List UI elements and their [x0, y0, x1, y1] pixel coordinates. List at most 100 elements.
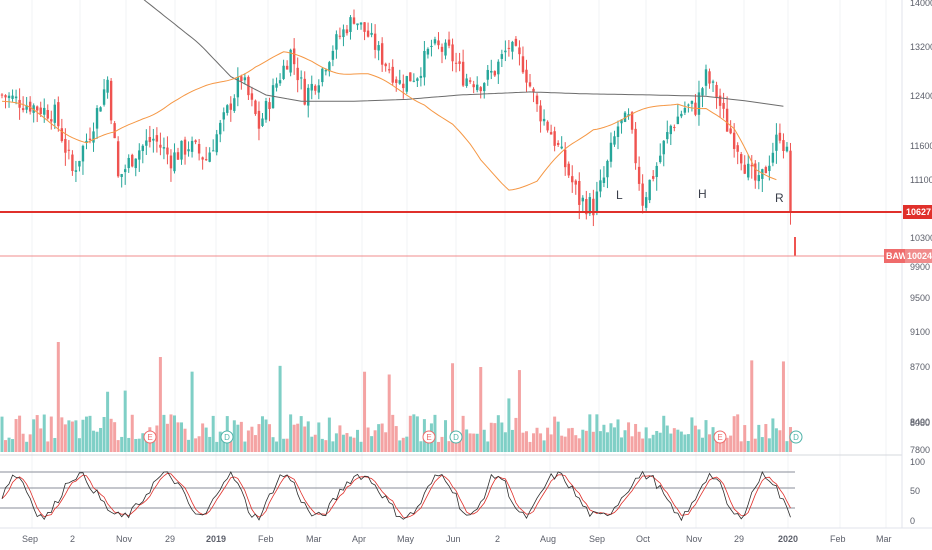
candle-body: [296, 67, 299, 81]
candle-body: [690, 100, 694, 104]
time-tick: 29: [165, 534, 175, 544]
volume-bar: [440, 436, 444, 452]
candle-body: [180, 140, 183, 160]
volume-bar: [49, 416, 53, 452]
event-marker-dividend[interactable]: D: [789, 430, 803, 444]
volume-bar: [658, 432, 662, 452]
volume-bar: [577, 438, 581, 452]
candle-body: [606, 160, 609, 178]
volume-bar: [503, 432, 507, 452]
volume-bar: [665, 425, 669, 452]
candle-body: [468, 80, 472, 82]
candle-body: [88, 138, 92, 140]
svg-text:10627: 10627: [906, 207, 931, 217]
volume-bar: [39, 428, 43, 452]
volume-bar: [218, 431, 222, 452]
candle-body: [321, 68, 324, 83]
candle-body: [655, 165, 658, 178]
candle-body: [106, 79, 109, 93]
volume-bar: [306, 421, 310, 452]
candle-body: [757, 175, 760, 182]
candle-body: [222, 112, 225, 120]
volume-bar: [299, 416, 303, 452]
candle-body: [680, 113, 683, 117]
volume-bar: [451, 363, 455, 452]
volume-bar: [535, 427, 539, 452]
candle-body: [571, 176, 574, 183]
time-tick: Feb: [258, 534, 274, 544]
candle-body: [145, 140, 148, 146]
candle-body: [116, 141, 120, 177]
candle-body: [479, 87, 482, 92]
volume-bar: [461, 415, 465, 452]
volume-bar: [739, 441, 743, 452]
event-marker-dividend[interactable]: D: [220, 430, 234, 444]
candle-body: [159, 144, 162, 148]
candle-body: [771, 152, 775, 163]
candle-body: [669, 125, 672, 135]
candle-body: [560, 146, 563, 149]
moving-averages: [1, 0, 784, 191]
candle-body: [504, 50, 507, 53]
candle-body: [127, 157, 130, 169]
candle-body: [535, 95, 539, 105]
event-marker-earnings[interactable]: E: [422, 430, 436, 444]
time-tick: 2: [495, 534, 500, 544]
candle-body: [282, 65, 285, 79]
volume-bar: [549, 434, 553, 452]
price-tick: 9500: [910, 293, 930, 303]
candle-body: [578, 180, 581, 205]
volume-bar: [292, 424, 296, 452]
volume-bar: [172, 415, 176, 452]
candle-body: [595, 191, 599, 214]
volume-bar: [482, 429, 486, 452]
candle-body: [289, 49, 292, 73]
volume-bar: [134, 438, 138, 452]
candle-body: [314, 85, 317, 91]
candle-body: [85, 140, 88, 143]
volume-bar: [391, 414, 395, 452]
candle-body: [11, 95, 14, 99]
candle-body: [461, 61, 465, 86]
volume-bar: [67, 420, 71, 452]
volume-bar: [236, 424, 240, 452]
candle-body: [310, 83, 313, 91]
candle-body: [472, 84, 475, 88]
volume-bar: [42, 414, 46, 452]
volume-bar: [151, 436, 155, 452]
candle-body: [345, 29, 349, 34]
candle-body: [549, 132, 553, 135]
candle-body: [490, 70, 493, 73]
volume-bar: [595, 414, 599, 452]
volume-bar: [510, 429, 514, 452]
volume-bar: [556, 421, 560, 452]
candle-body: [736, 145, 739, 152]
volume-bar: [528, 441, 532, 452]
price-tick: 10300: [910, 233, 932, 243]
volume-bar: [123, 390, 127, 452]
volume-bar: [0, 416, 4, 452]
volume-bar: [433, 414, 437, 452]
volume-bar: [264, 419, 268, 452]
event-marker-earnings[interactable]: E: [143, 430, 157, 444]
candle-body: [377, 45, 380, 51]
price-tick: 11600: [910, 141, 932, 151]
stoch-d-line: [1, 472, 791, 518]
candle-body: [370, 32, 373, 35]
volume-bar: [141, 433, 145, 452]
candle-body: [616, 126, 620, 137]
candle-body: [754, 163, 757, 181]
volume-bar: [588, 414, 592, 452]
candle-body: [349, 17, 352, 32]
candle-body: [391, 66, 394, 83]
svg-text:E: E: [717, 433, 722, 442]
candle-body: [644, 197, 648, 208]
svg-text:E: E: [426, 433, 431, 442]
volume-bar: [352, 437, 356, 452]
event-marker-dividend[interactable]: D: [449, 430, 463, 444]
event-marker-earnings[interactable]: E: [713, 430, 727, 444]
candle-body: [444, 42, 447, 56]
stoch-tick: 100: [910, 457, 925, 467]
volume-bar: [21, 433, 25, 452]
